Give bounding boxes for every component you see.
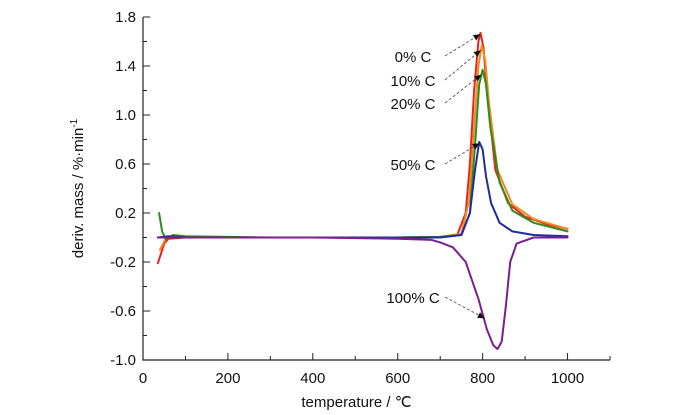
y-tick-label: 1.4	[115, 58, 136, 75]
y-tick-label: -0.2	[110, 254, 136, 271]
annotation-leader	[444, 296, 485, 319]
y-axis-title: deriv. mass / %·min-1	[69, 118, 87, 258]
annotation-leader	[444, 33, 481, 57]
y-tick-label: -0.6	[110, 303, 136, 320]
series-line	[156, 31, 569, 265]
annotation-layer: 0% C 10% C 20% C 50% C 100% C	[386, 33, 485, 319]
annotation-label: 10% C	[390, 73, 435, 90]
axis-frame	[142, 17, 610, 361]
x-tick-label: 400	[300, 370, 325, 387]
annotation-arrowhead	[473, 50, 481, 57]
y-tick-label: 1.8	[115, 9, 136, 26]
series-line	[156, 236, 569, 350]
annotation-label: 100% C	[386, 290, 440, 307]
y-tick-label: 0.2	[115, 205, 136, 222]
y-tick-label: 0.6	[115, 156, 136, 173]
x-tick-label: 0	[139, 370, 147, 387]
annotation-label: 0% C	[395, 49, 432, 66]
axes: -1.0 -0.6 -0.2 0.2 0.6 1.0 1.4 1.8 0 200 400 600 800…	[110, 9, 611, 387]
annotation-label: 20% C	[390, 96, 435, 113]
series-layer	[156, 31, 569, 350]
y-axis-title-main: deriv. mass / %·min	[70, 128, 87, 259]
annotation-leader	[444, 49, 482, 81]
annotation-arrowhead	[477, 312, 485, 319]
y-tick-label: -1.0	[110, 352, 136, 369]
annotation-label: 50% C	[390, 157, 435, 174]
x-tick-label: 200	[215, 370, 240, 387]
series-line	[159, 44, 569, 251]
x-tick-label: 800	[470, 370, 495, 387]
annotation-arrowhead	[472, 34, 481, 41]
annotation-leader	[444, 142, 480, 165]
annotation-arrowhead	[472, 143, 480, 150]
x-tick-label: 1000	[551, 370, 584, 387]
series-line	[158, 68, 569, 241]
y-tick-label: 1.0	[115, 107, 136, 124]
annotation-leader	[444, 74, 482, 104]
annotation-arrowhead	[473, 74, 482, 82]
x-axis-title: temperature / ℃	[301, 394, 411, 411]
x-tick-label: 600	[385, 370, 410, 387]
y-axis-title-superscript: -1	[69, 118, 80, 127]
